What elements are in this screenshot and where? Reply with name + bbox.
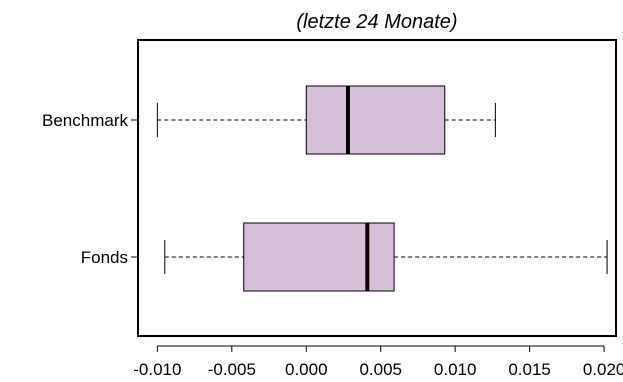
x-tick-label: 0.000: [285, 360, 328, 379]
category-label-fonds: Fonds: [81, 248, 128, 267]
x-tick-label: -0.010: [133, 360, 181, 379]
chart-title: (letzte 24 Monate): [296, 11, 457, 33]
x-tick-label: 0.010: [434, 360, 477, 379]
category-label-benchmark: Benchmark: [42, 111, 128, 130]
x-tick-label: 0.015: [508, 360, 551, 379]
x-tick-label: 0.020: [583, 360, 623, 379]
category-labels: Benchmark Fonds: [42, 111, 138, 267]
box-benchmark: [156, 85, 496, 155]
x-tick-label: -0.005: [208, 360, 256, 379]
x-axis: -0.010 -0.005 0.000 0.005 0.010 0.015 0.020: [133, 345, 623, 379]
iqr-box: [305, 85, 446, 155]
x-tick-label: 0.005: [359, 360, 402, 379]
boxes-layer: [156, 85, 608, 292]
iqr-box: [243, 222, 395, 292]
box-fonds: [164, 222, 608, 292]
plot-frame: [137, 39, 617, 337]
